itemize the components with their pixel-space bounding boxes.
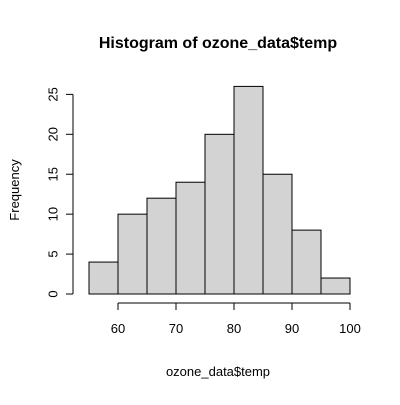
y-axis: 0 5 10 15 20 25	[46, 87, 74, 298]
chart-title: Histogram of ozone_data$temp	[99, 35, 337, 52]
histogram-bar-1	[117, 213, 148, 295]
histogram-bar-0	[88, 261, 119, 295]
x-tick-label-100: 100	[339, 321, 361, 336]
histogram-bar-3	[175, 181, 206, 295]
x-axis-label: ozone_data$temp	[166, 364, 270, 379]
y-tick-label-10: 10	[46, 207, 61, 221]
x-tick-label-70: 70	[169, 321, 183, 336]
histogram-bar-2	[146, 197, 177, 295]
y-tick-label-0: 0	[46, 290, 61, 297]
x-tick-label-60: 60	[111, 321, 125, 336]
x-tick-label-80: 80	[227, 321, 241, 336]
histogram-bar-8	[320, 277, 351, 295]
histogram-bar-5	[233, 85, 264, 295]
x-axis: 60 70 80 90 100	[111, 302, 361, 336]
histogram-bar-7	[291, 229, 322, 295]
y-tick-label-25: 25	[46, 87, 61, 101]
histogram-bar-6	[262, 173, 293, 295]
x-tick-label-90: 90	[285, 321, 299, 336]
histogram-bar-4	[204, 133, 235, 295]
y-tick-label-20: 20	[46, 127, 61, 141]
y-tick-label-15: 15	[46, 167, 61, 181]
y-tick-label-5: 5	[46, 250, 61, 257]
bars-layer	[88, 85, 351, 295]
y-axis-label: Frequency	[7, 159, 22, 221]
